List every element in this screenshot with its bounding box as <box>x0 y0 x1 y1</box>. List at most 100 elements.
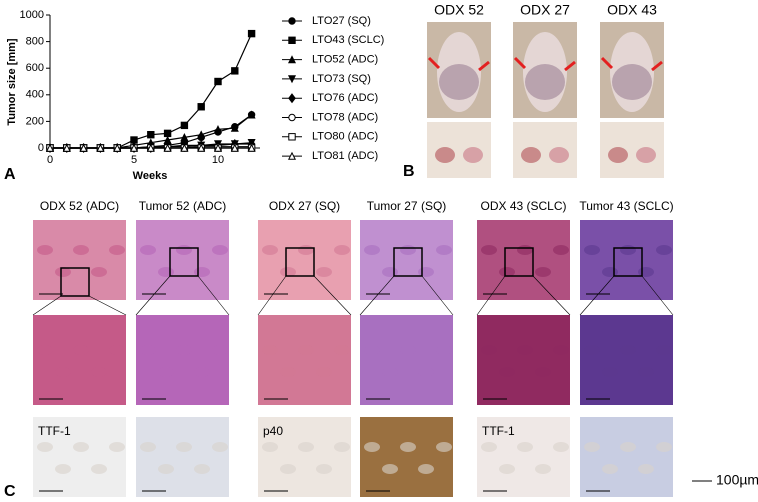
column-title: ODX 43 (SCLC) <box>480 199 566 213</box>
legend-label: LTO81 (ADC) <box>312 150 378 162</box>
y-tick-label: 600 <box>26 62 44 74</box>
column-title: Tumor 43 (SCLC) <box>579 199 673 213</box>
legend-marker <box>287 75 297 84</box>
tissue-texture <box>298 245 314 255</box>
marker <box>147 131 155 139</box>
tissue-texture <box>109 442 125 452</box>
legend-marker <box>287 151 297 160</box>
legend-marker <box>288 113 296 122</box>
tumor <box>435 147 455 163</box>
x-axis-label: Weeks <box>133 170 168 182</box>
tissue-texture <box>280 267 296 277</box>
tissue-texture <box>584 245 600 255</box>
marker <box>197 103 205 111</box>
arrow <box>513 56 527 70</box>
column-title: Tumor 52 (ADC) <box>139 199 227 213</box>
tissue-texture <box>262 345 278 355</box>
tissue-texture <box>602 367 618 377</box>
arrow <box>564 60 576 72</box>
legend-marker <box>288 17 296 25</box>
x-tick-label: 5 <box>131 154 137 166</box>
tissue-texture <box>620 245 636 255</box>
histology-image <box>33 417 126 497</box>
marker <box>45 143 55 152</box>
tissue-texture <box>517 245 533 255</box>
tissue-texture <box>481 245 497 255</box>
tissue-texture <box>37 345 53 355</box>
tissue-texture <box>400 245 416 255</box>
tissue-texture <box>656 442 672 452</box>
photo-title: ODX 52 <box>434 2 484 18</box>
histology-image <box>258 417 351 497</box>
histology-image <box>136 220 229 300</box>
tissue-texture <box>212 442 228 452</box>
tissue-texture <box>316 367 332 377</box>
tumor <box>608 147 628 163</box>
tissue-texture <box>436 245 452 255</box>
tissue-texture <box>334 245 350 255</box>
tumor-photo <box>427 122 491 178</box>
marker <box>247 29 256 38</box>
histology-image <box>477 220 570 300</box>
marker <box>197 143 206 152</box>
tumor-area <box>612 64 652 100</box>
zoom-line <box>476 275 506 316</box>
tissue-texture <box>298 345 314 355</box>
panel-label: B <box>403 163 415 180</box>
tissue-texture <box>262 442 278 452</box>
tissue-texture <box>535 464 551 474</box>
zoom-line <box>257 275 287 316</box>
zoom-box <box>285 247 315 277</box>
tissue-texture <box>620 442 636 452</box>
stain-label: TTF-1 <box>38 424 71 438</box>
marker <box>146 143 155 152</box>
tissue-texture <box>400 442 416 452</box>
zoom-line <box>421 275 454 316</box>
zoom-line <box>197 275 230 316</box>
legend-marker <box>288 36 296 44</box>
zoom-box <box>504 247 534 277</box>
tissue-texture <box>553 345 569 355</box>
tissue-texture <box>280 367 296 377</box>
marker <box>129 143 139 152</box>
marker <box>180 133 189 142</box>
scale-bar-label: 100µm <box>716 472 758 488</box>
tissue-texture <box>364 345 380 355</box>
tumor-photo <box>513 122 577 178</box>
column-title: ODX 27 (SQ) <box>269 199 340 213</box>
zoom-line <box>579 275 615 316</box>
arrow <box>600 56 614 70</box>
zoom-line <box>135 275 171 316</box>
tissue-texture <box>55 267 71 277</box>
tumor <box>521 147 541 163</box>
panel-label: A <box>4 166 16 183</box>
tumor-photo <box>600 122 664 178</box>
tissue-texture <box>602 464 618 474</box>
tissue-texture <box>73 442 89 452</box>
tissue-texture <box>262 245 278 255</box>
legend-label: LTO80 (ADC) <box>312 131 378 143</box>
histology-image <box>477 417 570 497</box>
arrow <box>478 60 490 72</box>
tissue-texture <box>316 267 332 277</box>
marker <box>163 129 172 138</box>
tissue-texture <box>109 345 125 355</box>
tissue-texture <box>194 464 210 474</box>
tissue-texture <box>176 345 192 355</box>
tumor-area <box>525 64 565 100</box>
y-tick-label: 400 <box>26 89 44 101</box>
legend-label: LTO27 (SQ) <box>312 15 371 27</box>
histology-image <box>477 315 570 405</box>
tissue-texture <box>176 245 192 255</box>
legend-label: LTO73 (SQ) <box>312 73 371 85</box>
marker <box>180 121 189 130</box>
tissue-texture <box>499 267 515 277</box>
tissue-texture <box>73 245 89 255</box>
legend-label: LTO76 (ADC) <box>312 92 378 104</box>
legend-label: LTO43 (SCLC) <box>312 34 384 46</box>
histology-image <box>360 220 453 300</box>
tissue-texture <box>400 345 416 355</box>
tissue-texture <box>91 267 107 277</box>
tumor <box>463 147 483 163</box>
histology-image <box>136 417 229 497</box>
